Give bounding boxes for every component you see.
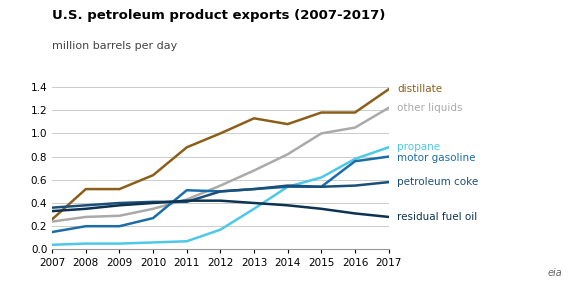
Text: propane: propane xyxy=(397,142,440,152)
Text: million barrels per day: million barrels per day xyxy=(52,41,177,50)
Text: eia: eia xyxy=(548,269,563,278)
Text: petroleum coke: petroleum coke xyxy=(397,177,478,187)
Text: motor gasoline: motor gasoline xyxy=(397,153,476,163)
Text: residual fuel oil: residual fuel oil xyxy=(397,212,477,222)
Text: other liquids: other liquids xyxy=(397,103,463,113)
Text: distillate: distillate xyxy=(397,84,443,94)
Text: U.S. petroleum product exports (2007-2017): U.S. petroleum product exports (2007-201… xyxy=(52,9,386,22)
